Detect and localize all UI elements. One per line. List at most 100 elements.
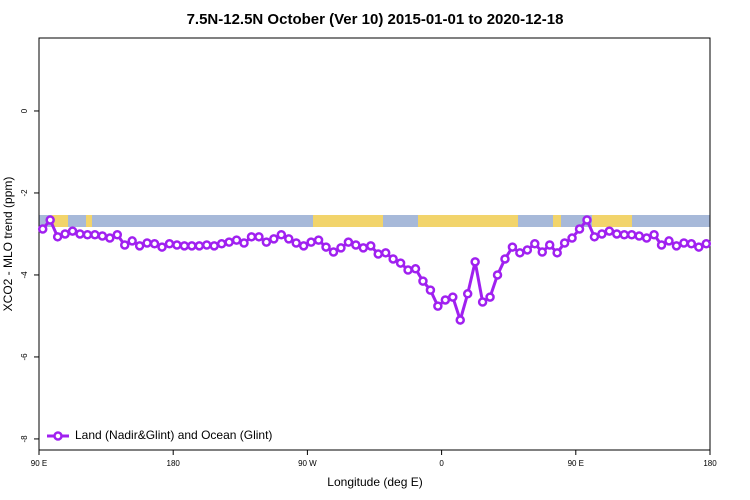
x-tick-label: 0	[439, 459, 444, 468]
data-point	[589, 232, 600, 242]
data-point	[75, 229, 85, 239]
data-point	[261, 237, 272, 247]
data-point	[284, 234, 294, 244]
data-point	[209, 241, 219, 251]
x-tick-label: 90 W	[298, 459, 317, 468]
land-patch	[52, 215, 68, 227]
data-point	[134, 241, 145, 251]
data-point	[254, 232, 264, 242]
data-point	[306, 237, 316, 247]
data-point	[694, 242, 704, 252]
y-tick-label: -8	[20, 435, 29, 443]
data-point	[37, 224, 48, 234]
data-point	[231, 235, 242, 245]
data-point	[366, 241, 376, 251]
data-point	[649, 230, 659, 240]
y-tick-label: -4	[20, 271, 29, 279]
data-point	[216, 239, 227, 249]
data-point	[597, 229, 607, 239]
data-point	[567, 233, 577, 243]
data-point	[679, 238, 689, 248]
data-point	[127, 236, 137, 246]
data-point	[410, 264, 421, 274]
data-point	[425, 285, 436, 295]
data-point	[202, 240, 212, 250]
data-point	[246, 232, 257, 242]
data-point	[641, 233, 652, 243]
data-point	[67, 226, 78, 236]
y-tick-label: -2	[20, 189, 29, 197]
data-point	[522, 245, 533, 255]
data-point	[507, 242, 518, 252]
data-point	[82, 230, 93, 240]
data-point	[60, 229, 70, 239]
data-point	[149, 239, 160, 249]
x-tick-label: 180	[703, 459, 717, 468]
data-point	[179, 241, 190, 251]
data-point	[358, 243, 369, 253]
data-point	[395, 258, 406, 268]
data-point	[105, 233, 115, 243]
land-patch	[313, 215, 383, 227]
data-point	[559, 238, 570, 248]
data-point	[477, 297, 488, 307]
data-point	[552, 248, 562, 258]
data-point	[269, 234, 279, 244]
data-point	[664, 236, 674, 246]
data-point	[224, 237, 234, 247]
data-point	[164, 239, 175, 249]
data-point	[462, 289, 473, 299]
data-point	[433, 301, 443, 311]
y-tick-label: -6	[20, 353, 29, 361]
data-point	[142, 238, 152, 248]
x-tick-label: 180	[167, 459, 181, 468]
data-point	[626, 230, 637, 240]
land-patch	[86, 215, 92, 227]
data-point	[448, 292, 458, 302]
chart-title: 7.5N-12.5N October (Ver 10) 2015-01-01 t…	[187, 11, 564, 28]
data-point	[612, 229, 622, 239]
data-point	[97, 231, 108, 241]
data-point	[544, 240, 555, 250]
data-point	[470, 257, 480, 267]
data-point	[440, 295, 451, 305]
data-point	[656, 240, 667, 250]
land-patch	[553, 215, 561, 227]
data-point	[194, 241, 205, 251]
data-point	[328, 247, 339, 257]
data-point	[515, 248, 525, 258]
data-point	[403, 265, 413, 275]
data-point	[619, 230, 630, 240]
data-point	[537, 247, 547, 257]
x-axis-label: Longitude (deg E)	[327, 475, 422, 489]
data-point	[321, 242, 331, 252]
x-tick-label: 90 E	[568, 459, 584, 468]
land-patch	[418, 215, 518, 227]
data-point	[239, 238, 249, 248]
data-point	[187, 241, 197, 251]
data-point	[119, 240, 130, 250]
y-tick-label: 0	[20, 108, 29, 113]
data-point	[530, 239, 540, 249]
data-point	[291, 238, 301, 248]
data-point	[455, 315, 465, 325]
legend-marker	[53, 431, 63, 441]
data-point	[582, 215, 592, 225]
land-patch	[592, 215, 632, 227]
data-point	[112, 230, 123, 240]
data-point	[492, 270, 503, 280]
data-point	[686, 239, 697, 249]
data-point	[52, 232, 63, 242]
data-point	[388, 254, 398, 264]
x-tick-label: 90 E	[31, 459, 47, 468]
data-point	[418, 276, 428, 286]
data-point	[380, 248, 391, 258]
data-point	[172, 240, 182, 250]
data-point	[343, 237, 354, 247]
data-point	[574, 224, 585, 234]
data-point	[336, 243, 346, 253]
legend-label: Land (Nadir&Glint) and Ocean (Glint)	[75, 428, 272, 442]
land-ocean-strip	[39, 215, 710, 227]
data-point	[298, 241, 309, 251]
